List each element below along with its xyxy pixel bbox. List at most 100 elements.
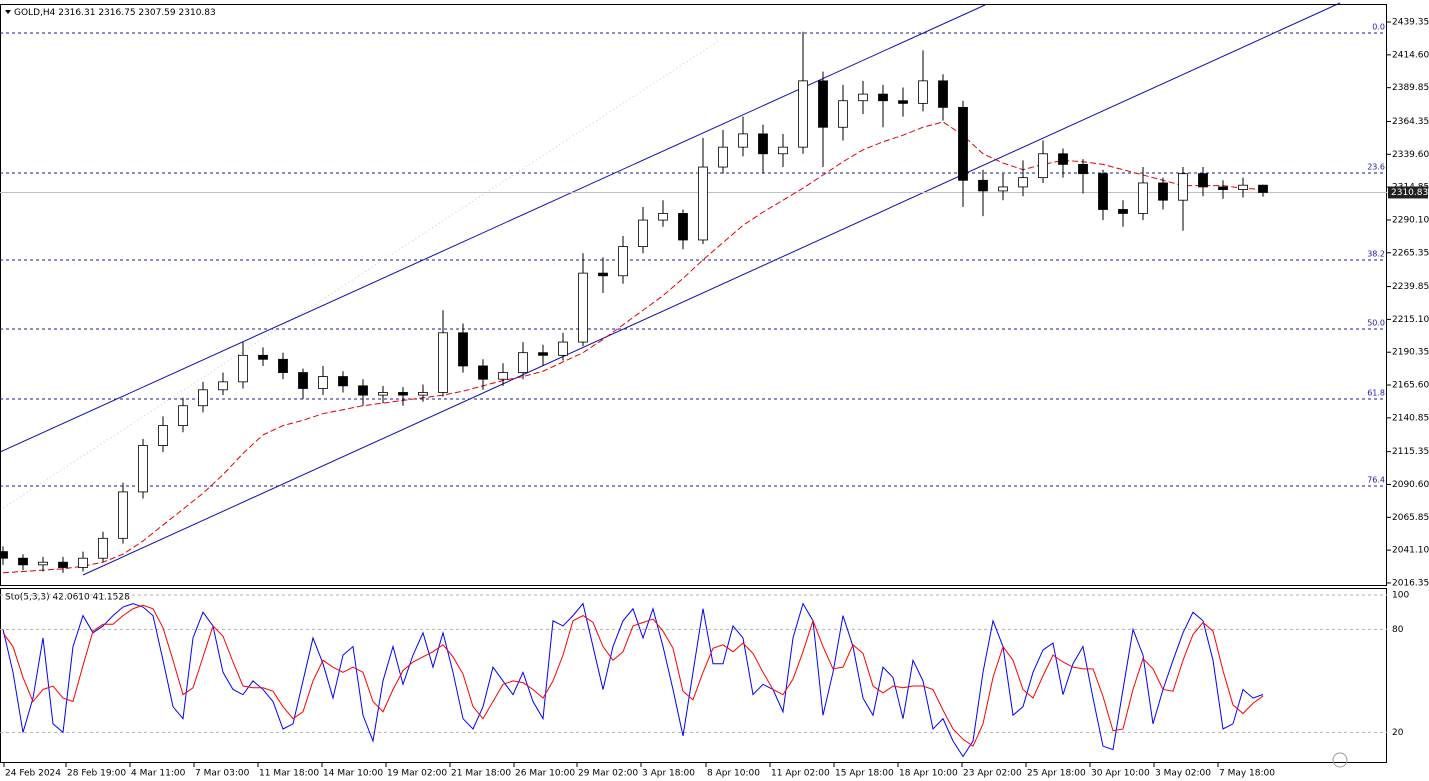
x-tick-label: 8 Apr 10:00 [707, 769, 760, 779]
candle-body [58, 561, 68, 568]
candle-body [698, 166, 708, 241]
candle-body [738, 133, 748, 148]
candle-body [658, 213, 668, 221]
y-tick-label: 2090.60 [1392, 480, 1429, 490]
candle-body [1158, 182, 1168, 201]
y-tick-label: 2414.60 [1392, 50, 1429, 60]
candle-body [518, 352, 528, 373]
candle-body [258, 354, 268, 360]
x-tick-label: 7 Mar 03:00 [195, 769, 250, 779]
candle-body [978, 179, 988, 192]
y-tick-label: 2339.60 [1392, 150, 1429, 160]
candle-body [198, 389, 208, 407]
candle-body [138, 445, 148, 493]
candle-body [758, 133, 768, 155]
channel-lower-line [82, 2, 1341, 576]
candle-body [1218, 186, 1228, 190]
candle-body [38, 561, 48, 566]
candle-body [798, 80, 808, 148]
x-tick-label: 23 Apr 02:00 [963, 769, 1022, 779]
candle-body [878, 93, 888, 102]
y-tick-label: 2041.10 [1392, 546, 1429, 556]
candle-body [1178, 173, 1188, 201]
candle-body [618, 246, 628, 277]
candle-body [638, 219, 648, 248]
candle-body [1078, 163, 1088, 175]
candle-body [1198, 173, 1208, 188]
candle-body [818, 80, 828, 128]
candle-body [398, 392, 408, 396]
candle-body [1018, 177, 1028, 188]
candle-body [418, 392, 428, 396]
x-tick-label: 30 Apr 10:00 [1091, 769, 1150, 779]
y-tick-label: 2364.35 [1392, 117, 1429, 127]
dropdown-icon[interactable] [5, 10, 11, 14]
price-tag-label: 2310.83 [1391, 188, 1428, 198]
x-tick-label: 4 Mar 11:00 [131, 769, 186, 779]
y-tick-label: 2215.10 [1392, 315, 1429, 325]
candle-body [278, 358, 288, 373]
fib-level-label: 38.2 [1367, 249, 1385, 258]
candle-body [298, 372, 308, 389]
x-tick-label: 3 May 02:00 [1155, 769, 1211, 779]
y-tick-label: 2065.85 [1392, 513, 1429, 523]
y-tick-label: 2290.10 [1392, 215, 1429, 225]
open-value: 2316.31 [58, 8, 95, 18]
stochastic-line [2, 604, 1264, 747]
candle-body [578, 272, 588, 343]
candle-body [358, 385, 368, 396]
candle-body [918, 80, 928, 104]
candle-body [858, 93, 868, 102]
candle-body [958, 106, 968, 181]
candle-body [838, 100, 848, 128]
candle-body [0, 551, 8, 559]
candle-body [378, 392, 388, 396]
y-tick-label: 2439.35 [1392, 18, 1429, 28]
candle-body [598, 272, 608, 277]
candle-body [78, 557, 88, 568]
fib-level-label: 0.0 [1372, 22, 1385, 31]
y-tick-label: 2140.85 [1392, 413, 1429, 423]
y-tick-label: 2190.35 [1392, 348, 1429, 358]
x-tick-label: 28 Feb 19:00 [67, 769, 126, 779]
faint-trendline [0, 39, 721, 511]
y-tick-label: 2115.35 [1392, 447, 1429, 457]
close-value: 2310.83 [179, 8, 216, 18]
price-tag [1388, 186, 1428, 199]
candle-body [1238, 184, 1248, 190]
y-tick-label: 80 [1392, 625, 1404, 635]
y-tick-label: 2389.85 [1392, 83, 1429, 93]
fib-level-label: 23.6 [1367, 163, 1385, 172]
fib-level-label: 76.4 [1367, 475, 1385, 484]
x-tick-label: 3 Apr 18:00 [642, 769, 695, 779]
watermark-icon [1332, 752, 1348, 768]
x-tick-label: 19 Mar 02:00 [387, 769, 447, 779]
candle-body [438, 332, 448, 393]
candle-body [678, 213, 688, 241]
candle-body [1038, 153, 1048, 179]
candle-body [898, 100, 908, 104]
x-tick-label: 14 Mar 10:00 [323, 769, 383, 779]
fib-level-label: 50.0 [1367, 318, 1385, 327]
candle-body [158, 425, 168, 446]
candle-body [18, 557, 28, 566]
x-tick-label: 29 Mar 02:00 [578, 769, 638, 779]
y-tick-label: 100 [1392, 591, 1409, 601]
candle-body [1118, 209, 1128, 214]
candle-body [558, 341, 568, 356]
candle-body [938, 80, 948, 108]
x-tick-label: 7 May 18:00 [1219, 769, 1275, 779]
candle-body [778, 146, 788, 155]
candle-body [478, 365, 488, 380]
candle-body [538, 352, 548, 356]
symbol: GOLD,H4 [14, 8, 56, 18]
candle-body [238, 354, 248, 383]
candle-body [718, 146, 728, 168]
fib-level-label: 61.8 [1367, 388, 1385, 397]
stochastic-panel-border [0, 588, 1387, 763]
y-tick-label: 2265.35 [1392, 248, 1429, 258]
candle-body [338, 376, 348, 387]
candle-body [178, 405, 188, 427]
candle-body [98, 537, 108, 559]
